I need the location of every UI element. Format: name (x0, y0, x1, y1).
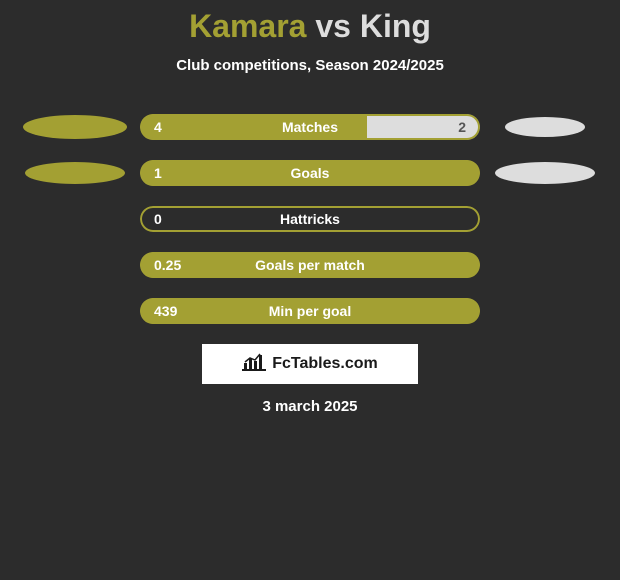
player2-ellipse (505, 117, 585, 137)
player1-ellipse (25, 162, 125, 184)
stat-bar: 1 Goals (140, 160, 480, 186)
stat-row: 0 Hattricks (0, 206, 620, 232)
stat-value-player1: 4 (154, 119, 162, 135)
subtitle: Club competitions, Season 2024/2025 (0, 57, 620, 74)
title-vs: vs (315, 8, 351, 44)
brand-box: FcTables.com (202, 344, 418, 384)
stat-row: 4 2 Matches (0, 114, 620, 140)
stat-label: Min per goal (269, 303, 351, 319)
stat-bar: 0.25 Goals per match (140, 252, 480, 278)
stat-value-player1: 0.25 (154, 257, 181, 273)
ellipse-right-wrap (480, 117, 590, 137)
title-player2: King (360, 8, 431, 44)
stat-value-player1: 0 (154, 211, 162, 227)
page-title: Kamara vs King (0, 8, 620, 45)
stat-row: 1 Goals (0, 160, 620, 186)
player2-ellipse (495, 162, 595, 184)
stat-label: Hattricks (280, 211, 340, 227)
stat-value-player2: 2 (458, 119, 466, 135)
stat-value-player1: 439 (154, 303, 177, 319)
stat-row: 439 Min per goal (0, 298, 620, 324)
title-player1: Kamara (189, 8, 306, 44)
brand-chart-icon (242, 353, 266, 376)
stats-area: 4 2 Matches 1 Goals 0 Hattricks 0.25 Goals per m… (0, 114, 620, 324)
comparison-container: Kamara vs King Club competitions, Season… (0, 0, 620, 415)
ellipse-left-wrap (30, 162, 140, 184)
player1-ellipse (23, 115, 127, 139)
stat-value-player1: 1 (154, 165, 162, 181)
stat-row: 0.25 Goals per match (0, 252, 620, 278)
stat-label: Matches (282, 119, 338, 135)
ellipse-right-wrap (480, 162, 590, 184)
stat-label: Goals (291, 165, 330, 181)
stat-bar: 439 Min per goal (140, 298, 480, 324)
stat-label: Goals per match (255, 257, 365, 273)
stat-bar: 4 2 Matches (140, 114, 480, 140)
stat-bar: 0 Hattricks (140, 206, 480, 232)
ellipse-left-wrap (30, 115, 140, 139)
date-text: 3 march 2025 (0, 398, 620, 415)
brand-text: FcTables.com (272, 355, 378, 373)
